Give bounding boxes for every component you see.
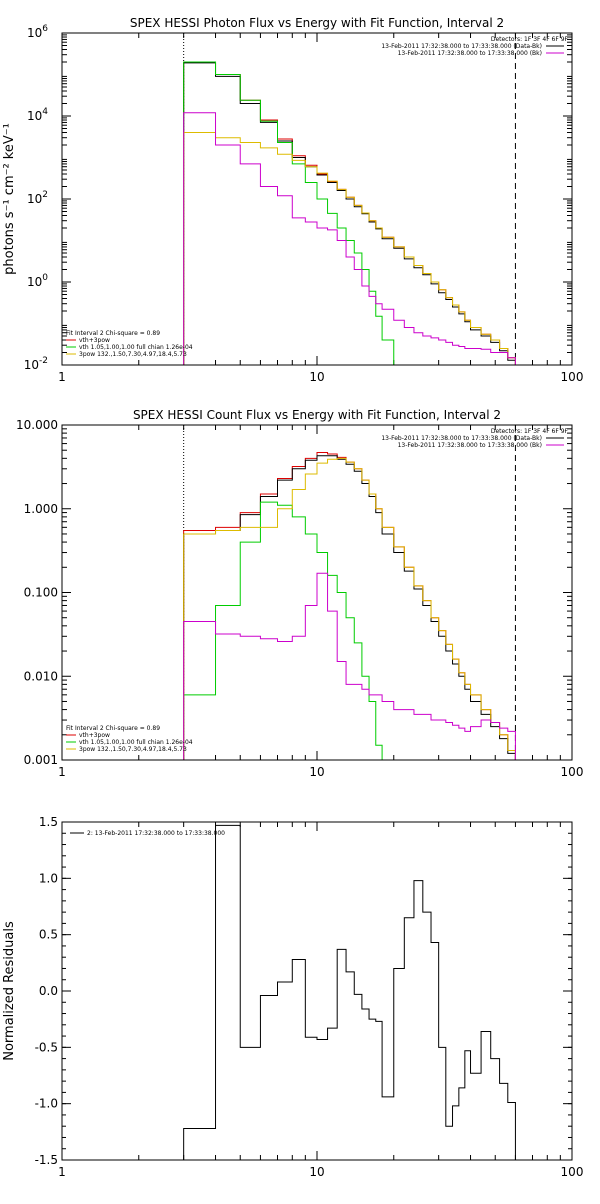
x-tick-label: 10 [309,370,324,384]
residual-legend-label: 2: 13-Feb-2011 17:32:38.000 to 17:33:38.… [87,830,225,837]
detectors-label: Detectors: 1F 3F 4F 6F 9F [491,428,569,435]
series-line-4 [183,132,536,365]
series-line-1 [183,61,516,365]
series-group [183,824,516,1160]
fit-legend-item: 3pow 132.,1.50,7.30,4.97,18.4,5.73 [79,746,187,753]
fit-legend-item: 3pow 132.,1.50,7.30,4.97,18.4,5.73 [79,351,187,358]
y-tick-label: 0.010 [24,669,58,683]
y-tick-label: 100 [27,273,48,289]
y-axis-label: photons s⁻¹ cm⁻² keV⁻¹ [2,123,17,275]
y-tick-label: 104 [27,107,48,123]
chart-panel-2: SPEX HESSI Count Flux vs Energy with Fit… [16,408,583,779]
time-interval-label: 13-Feb-2011 17:32:38.000 to 17:33:38.000… [381,43,542,50]
x-tick-label: 100 [561,765,584,779]
fit-legend-item: vth 1.05,1.00,1.00 full chian 1.26e-04 [79,344,193,351]
y-tick-label: 10.000 [16,418,58,432]
y-tick-label: -1.5 [35,1153,58,1167]
series-line-1 [183,451,516,760]
series-line-3 [183,61,405,365]
x-tick-label: 100 [561,370,584,384]
y-tick-label: 0.001 [24,753,58,767]
series-group [183,61,536,365]
fit-legend-item: vth+3pow [79,337,110,344]
y-tick-label: 1.000 [24,502,58,516]
plot-frame [61,32,573,366]
x-tick-label: 10 [309,1165,324,1179]
y-tick-label: 0.100 [24,586,58,600]
plot-frame [61,424,573,761]
y-tick-label: -0.5 [35,1040,58,1054]
chart-panel-3: 1 10 100 -1.5 -1.0 -0.5 0.0 0.5 1.0 1.5 Normalized… [2,815,583,1179]
time-interval-label: 13-Feb-2011 17:32:38.000 to 17:33:38.000… [398,442,542,449]
series-line-4 [183,457,523,760]
fit-legend-item: vth+3pow [79,732,110,739]
time-interval-label: 13-Feb-2011 17:32:38.000 to 17:33:38.000… [398,50,542,57]
x-tick-label: 1 [58,765,66,779]
y-tick-label: 1.0 [39,871,58,885]
y-tick-label: 106 [27,24,48,40]
fit-legend-item: vth 1.05,1.00,1.00 full chian 1.26e-04 [79,739,193,746]
fit-legend-header: Fit Interval 2 Chi-square = 0.89 [66,725,160,732]
time-interval-label: 13-Feb-2011 17:32:38.000 to 17:33:38.000… [381,435,542,442]
y-tick-label: 0.5 [39,928,58,942]
y-tick-label: 1.5 [39,815,58,829]
y-tick-label: 102 [27,190,48,206]
y-tick-label: 10-2 [24,356,48,372]
series-line-2 [183,62,516,365]
x-tick-label: 10 [309,765,324,779]
x-tick-label: 1 [58,1165,66,1179]
fit-legend-header: Fit Interval 2 Chi-square = 0.89 [66,330,160,337]
series-group [183,451,523,760]
x-tick-label: 1 [58,370,66,384]
series-line-1 [183,824,516,1160]
series-line-5 [183,572,516,760]
chart-panel-1: SPEX HESSI Photon Flux vs Energy with Fi… [2,16,583,384]
y-tick-label: 0.0 [39,984,58,998]
x-tick-label: 100 [561,1165,584,1179]
plot-frame [61,821,573,1161]
series-line-5 [183,112,516,365]
detectors-label: Detectors: 1F 3F 4F 6F 9F [491,36,569,43]
series-line-2 [183,455,516,760]
chart-title: SPEX HESSI Photon Flux vs Energy with Fi… [130,16,504,30]
y-axis-label: Normalized Residuals [2,921,17,1061]
y-tick-label: -1.0 [35,1097,58,1111]
chart-title: SPEX HESSI Count Flux vs Energy with Fit… [133,408,501,422]
